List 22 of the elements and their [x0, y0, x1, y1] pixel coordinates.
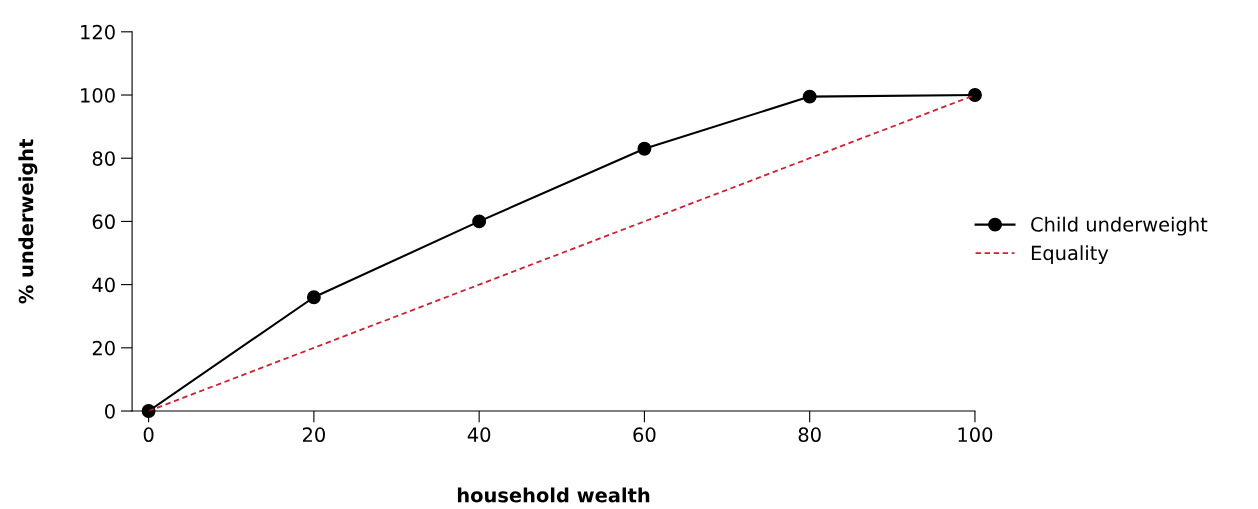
x-tick-label: 80: [798, 427, 821, 443]
legend-label: Equality: [1031, 245, 1109, 265]
x-axis-title: household wealth: [457, 487, 650, 503]
x-tick-label: 60: [633, 427, 656, 443]
x-tick-label: 20: [302, 427, 325, 443]
y-tick-label: 40: [92, 277, 115, 293]
y-tick-label: 80: [92, 151, 115, 166]
point: [306, 290, 321, 305]
point: [802, 89, 817, 104]
point: [472, 214, 487, 229]
y-tick-label: 120: [81, 24, 115, 40]
x-tick-label: 40: [467, 427, 491, 443]
y-tick-label: 60: [92, 214, 115, 230]
x-tick-label: 100: [958, 427, 993, 443]
legend-label: Child underweight: [1031, 216, 1208, 236]
y-axis-title: % underweight: [18, 139, 38, 304]
point: [637, 141, 652, 156]
y-tick-label: 20: [92, 340, 115, 356]
point: [968, 88, 982, 102]
y-tick-label: 0: [105, 403, 115, 419]
y-tick-label: 100: [81, 87, 115, 103]
x-tick-label: 0: [143, 427, 154, 443]
